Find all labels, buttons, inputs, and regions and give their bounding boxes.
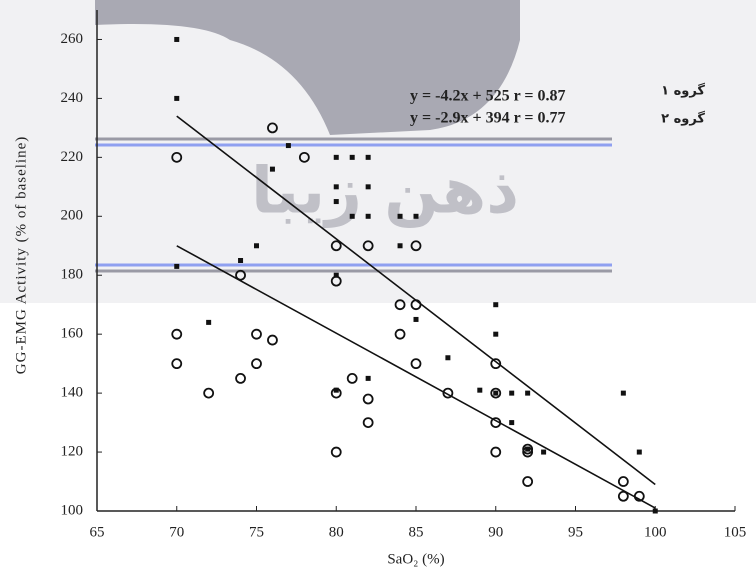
x-tick-label: 95 [568, 524, 583, 540]
point [490, 358, 502, 370]
point [267, 122, 278, 134]
point [636, 449, 642, 455]
point [365, 154, 371, 160]
point [442, 387, 454, 399]
point [269, 166, 275, 172]
point [522, 446, 534, 458]
point [171, 151, 183, 163]
point [330, 275, 342, 287]
point [652, 508, 658, 514]
y-axis-title: GG-EMG Activity (% of baseline) [13, 136, 29, 374]
point [349, 154, 355, 160]
point [333, 154, 339, 160]
point [509, 420, 515, 426]
point [362, 417, 374, 428]
point [617, 490, 629, 502]
point [285, 143, 291, 149]
point [525, 390, 531, 396]
point [522, 476, 534, 487]
x-tick-label: 75 [249, 524, 264, 540]
point [333, 199, 339, 205]
y-tick-label: 260 [61, 31, 84, 47]
watermark: ذهن زیبا [251, 155, 519, 229]
y-tick-label: 120 [61, 443, 84, 459]
point [477, 387, 483, 393]
point [394, 299, 406, 311]
point [490, 446, 502, 458]
point [333, 272, 339, 278]
y-tick-label: 140 [61, 385, 84, 401]
point [394, 328, 406, 340]
point [490, 417, 502, 428]
point [493, 302, 499, 308]
y-tick-label: 220 [61, 149, 84, 165]
point [413, 316, 419, 322]
point [413, 213, 419, 219]
point [397, 213, 403, 219]
point [235, 372, 246, 384]
point [365, 375, 371, 381]
point [298, 151, 310, 163]
x-tick-label: 80 [329, 524, 344, 540]
point [333, 387, 339, 393]
point [525, 446, 531, 452]
point [490, 387, 502, 399]
point [330, 240, 342, 252]
point [365, 184, 371, 190]
y-tick-label: 100 [61, 502, 84, 518]
watermark-shape [95, 0, 520, 135]
point [330, 446, 342, 458]
group-label: گروه ۲ [661, 111, 705, 127]
point [346, 372, 358, 384]
x-tick-label: 105 [724, 524, 747, 540]
point [617, 476, 629, 487]
group-label: گروه ۱ [661, 83, 705, 99]
point [333, 184, 339, 190]
point [509, 390, 515, 396]
x-tick-label: 70 [169, 524, 184, 540]
equation: y = -4.2x + 525 r = 0.87 [410, 88, 566, 105]
y-tick-label: 240 [61, 90, 84, 106]
point [171, 358, 183, 370]
point [174, 36, 180, 42]
point [235, 269, 246, 281]
x-tick-label: 85 [409, 524, 424, 540]
point [541, 449, 547, 455]
y-tick-label: 180 [61, 267, 84, 283]
point [330, 387, 342, 399]
point [397, 243, 403, 249]
point [203, 387, 215, 399]
point [410, 240, 422, 252]
point [493, 331, 499, 337]
point [238, 258, 244, 263]
point [365, 213, 371, 219]
x-tick-label: 65 [90, 524, 105, 540]
point [174, 95, 180, 101]
point [171, 328, 183, 340]
point [445, 355, 451, 361]
x-tick-label: 100 [644, 524, 667, 540]
x-tick-label: 90 [488, 524, 503, 540]
x-axis-title: SaO₂ (%) [387, 551, 444, 567]
point [410, 299, 422, 311]
point [410, 358, 422, 370]
fit-line [176, 245, 656, 509]
point [206, 319, 212, 325]
point [251, 328, 262, 340]
y-tick-label: 200 [61, 208, 84, 224]
point [251, 358, 262, 370]
point [267, 334, 278, 346]
point [493, 390, 499, 396]
point [349, 213, 355, 219]
point [362, 240, 374, 252]
equation: y = -2.9x + 394 r = 0.77 [410, 110, 566, 127]
point [254, 243, 259, 249]
y-tick-label: 160 [61, 326, 84, 342]
point [620, 390, 626, 396]
point [633, 490, 645, 502]
point [362, 393, 374, 405]
point [174, 263, 180, 269]
